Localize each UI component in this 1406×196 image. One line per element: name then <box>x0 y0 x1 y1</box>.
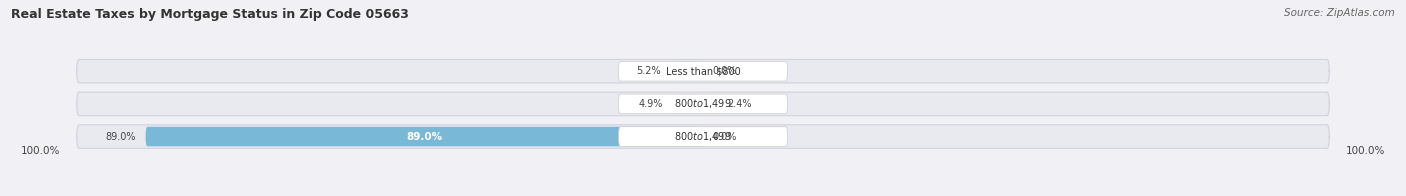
FancyBboxPatch shape <box>146 127 703 146</box>
FancyBboxPatch shape <box>619 127 787 146</box>
FancyBboxPatch shape <box>672 94 703 114</box>
Text: Less than $800: Less than $800 <box>665 66 741 76</box>
Text: 89.0%: 89.0% <box>406 132 443 142</box>
Text: Real Estate Taxes by Mortgage Status in Zip Code 05663: Real Estate Taxes by Mortgage Status in … <box>11 8 409 21</box>
Text: 0.0%: 0.0% <box>713 66 737 76</box>
FancyBboxPatch shape <box>671 61 703 81</box>
FancyBboxPatch shape <box>619 94 787 114</box>
Text: 4.9%: 4.9% <box>638 99 662 109</box>
Text: 100.0%: 100.0% <box>20 146 59 156</box>
Text: Source: ZipAtlas.com: Source: ZipAtlas.com <box>1284 8 1395 18</box>
Text: 89.0%: 89.0% <box>105 132 136 142</box>
Text: 2.4%: 2.4% <box>727 99 752 109</box>
FancyBboxPatch shape <box>703 94 718 114</box>
FancyBboxPatch shape <box>77 59 1329 83</box>
Legend: Without Mortgage, With Mortgage: Without Mortgage, With Mortgage <box>585 193 821 196</box>
Text: 100.0%: 100.0% <box>1347 146 1386 156</box>
Text: 0.0%: 0.0% <box>713 132 737 142</box>
Text: 5.2%: 5.2% <box>637 66 661 76</box>
Text: $800 to $1,499: $800 to $1,499 <box>675 97 731 110</box>
FancyBboxPatch shape <box>77 92 1329 116</box>
FancyBboxPatch shape <box>619 61 787 81</box>
FancyBboxPatch shape <box>77 125 1329 148</box>
Text: $800 to $1,499: $800 to $1,499 <box>675 130 731 143</box>
